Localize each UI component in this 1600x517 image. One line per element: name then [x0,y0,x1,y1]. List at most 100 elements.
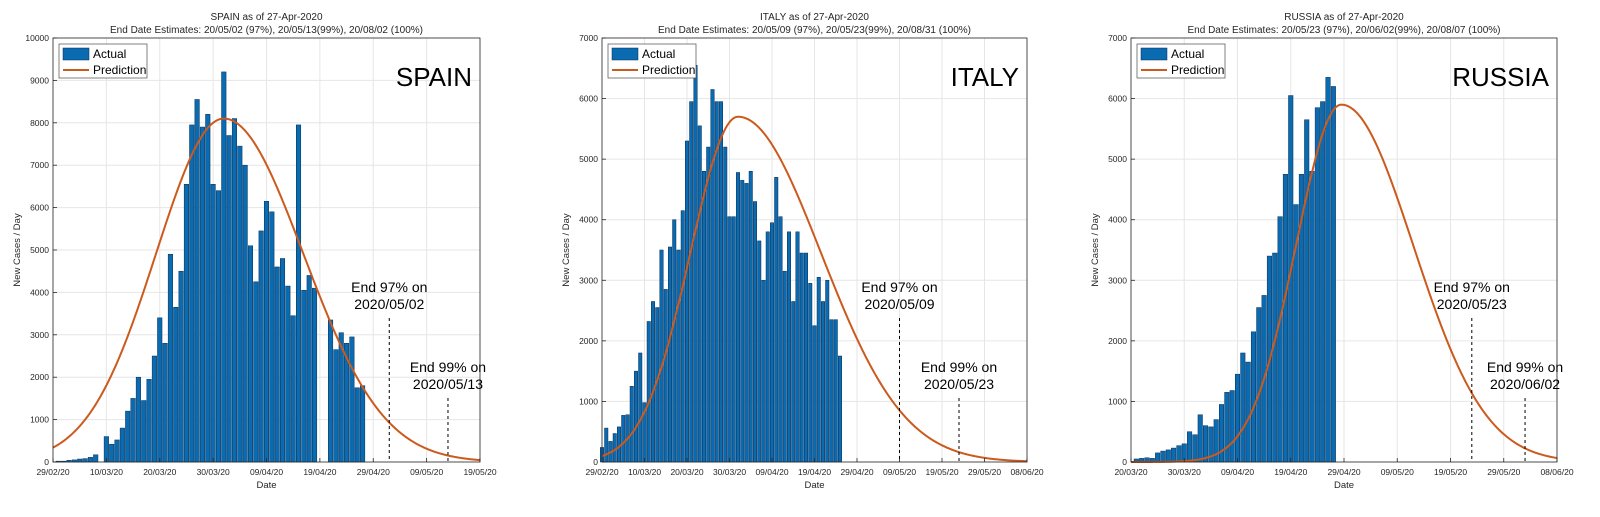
bar [838,355,842,463]
bar [231,118,237,463]
prediction-line [52,117,481,462]
x-axis-label: Date [256,480,276,491]
bar [1176,445,1182,463]
country-label: RUSSIA [1452,62,1549,92]
bar [146,379,152,463]
x-tick-label: 19/04/20 [798,467,831,477]
end-date-annotation: End 99% on [921,359,997,375]
bar [693,65,698,463]
bar [723,146,728,463]
end-date-annotation: 2020/05/02 [354,296,424,312]
y-tick-label: 10000 [25,33,49,43]
x-tick-label: 08/06/20 [1540,467,1573,477]
x-axis-label: Date [1334,480,1354,491]
bar [109,443,115,463]
bar [328,319,334,463]
chart-subtitle: End Date Estimates: 20/05/23 (97%), 20/0… [1188,25,1501,36]
country-label: SPAIN [396,62,472,92]
bar [1187,431,1193,463]
x-tick-label: 08/06/20 [1010,467,1043,477]
y-tick-label: 2000 [1108,336,1127,346]
bar [757,240,762,463]
bar [791,301,796,463]
end-date-annotation: End 97% on [351,279,427,295]
y-tick-label: 5000 [30,245,49,255]
country-label: ITALY [951,62,1019,92]
x-tick-label: 19/04/20 [303,467,336,477]
bar [130,398,136,463]
bar [799,252,804,463]
bar [226,135,232,463]
bar [672,219,677,463]
bar [1203,425,1209,463]
bar [1245,361,1251,463]
y-tick-label: 4000 [1108,215,1127,225]
bar [1256,307,1262,463]
x-tick-label: 29/05/20 [1487,467,1520,477]
bar [680,210,685,463]
bar [1219,404,1225,463]
bar [697,125,702,463]
bar [258,230,264,463]
bar [1160,450,1166,463]
bar [727,216,732,463]
legend-label-actual: Actual [93,47,126,61]
legend-label-actual: Actual [1171,47,1204,61]
legend-swatch-actual [611,47,639,61]
bar [221,71,227,463]
bar [199,126,205,463]
y-tick-label: 7000 [1108,33,1127,43]
legend-label-actual: Actual [642,47,675,61]
x-tick-label: 29/05/20 [968,467,1001,477]
bar [651,301,655,463]
x-tick-label: 09/05/20 [883,467,916,477]
bar [676,249,681,463]
bar [1272,252,1278,463]
bar [668,246,672,463]
x-tick-label: 09/04/20 [1221,467,1254,477]
legend-label-prediction: Prediction [642,63,695,77]
y-tick-label: 2000 [579,336,598,346]
legend-label-prediction: Prediction [1171,63,1224,77]
bar [744,183,749,463]
legend-label-prediction: Prediction [93,63,146,77]
bar [205,114,211,463]
bar [1282,174,1288,463]
bar [778,216,783,463]
bar [173,306,179,463]
bar [617,426,621,463]
bar [1320,101,1326,463]
bar [821,301,825,463]
bar [1304,119,1310,463]
bar [765,231,770,463]
chart-subtitle: End Date Estimates: 20/05/02 (97%), 20/0… [110,25,423,36]
bar [301,290,307,463]
y-tick-label: 7000 [579,33,598,43]
bar [349,336,355,463]
y-tick-label: 0 [1122,457,1127,467]
bar [795,231,800,463]
y-tick-label: 2000 [30,372,49,382]
bar [178,270,184,463]
bar [833,319,838,463]
x-tick-label: 29/04/20 [357,467,390,477]
y-axis-label: New Cases / Day [561,213,572,287]
end-date-annotation: End 99% on [410,359,486,375]
end-date-annotation: End 97% on [1434,279,1510,295]
y-tick-label: 6000 [30,203,49,213]
legend-swatch-actual [62,47,90,61]
end-date-annotation: 2020/06/02 [1490,376,1560,392]
x-tick-label: 20/03/20 [670,467,703,477]
bar [829,319,834,463]
bar [296,124,302,463]
bar [135,376,141,463]
bar [1229,390,1235,463]
bar [306,275,312,463]
x-tick-label: 29/02/20 [585,467,618,477]
x-tick-label: 30/03/20 [713,467,746,477]
bar [804,252,808,463]
y-tick-label: 4000 [579,215,598,225]
bar [825,280,830,463]
bar [253,281,259,463]
